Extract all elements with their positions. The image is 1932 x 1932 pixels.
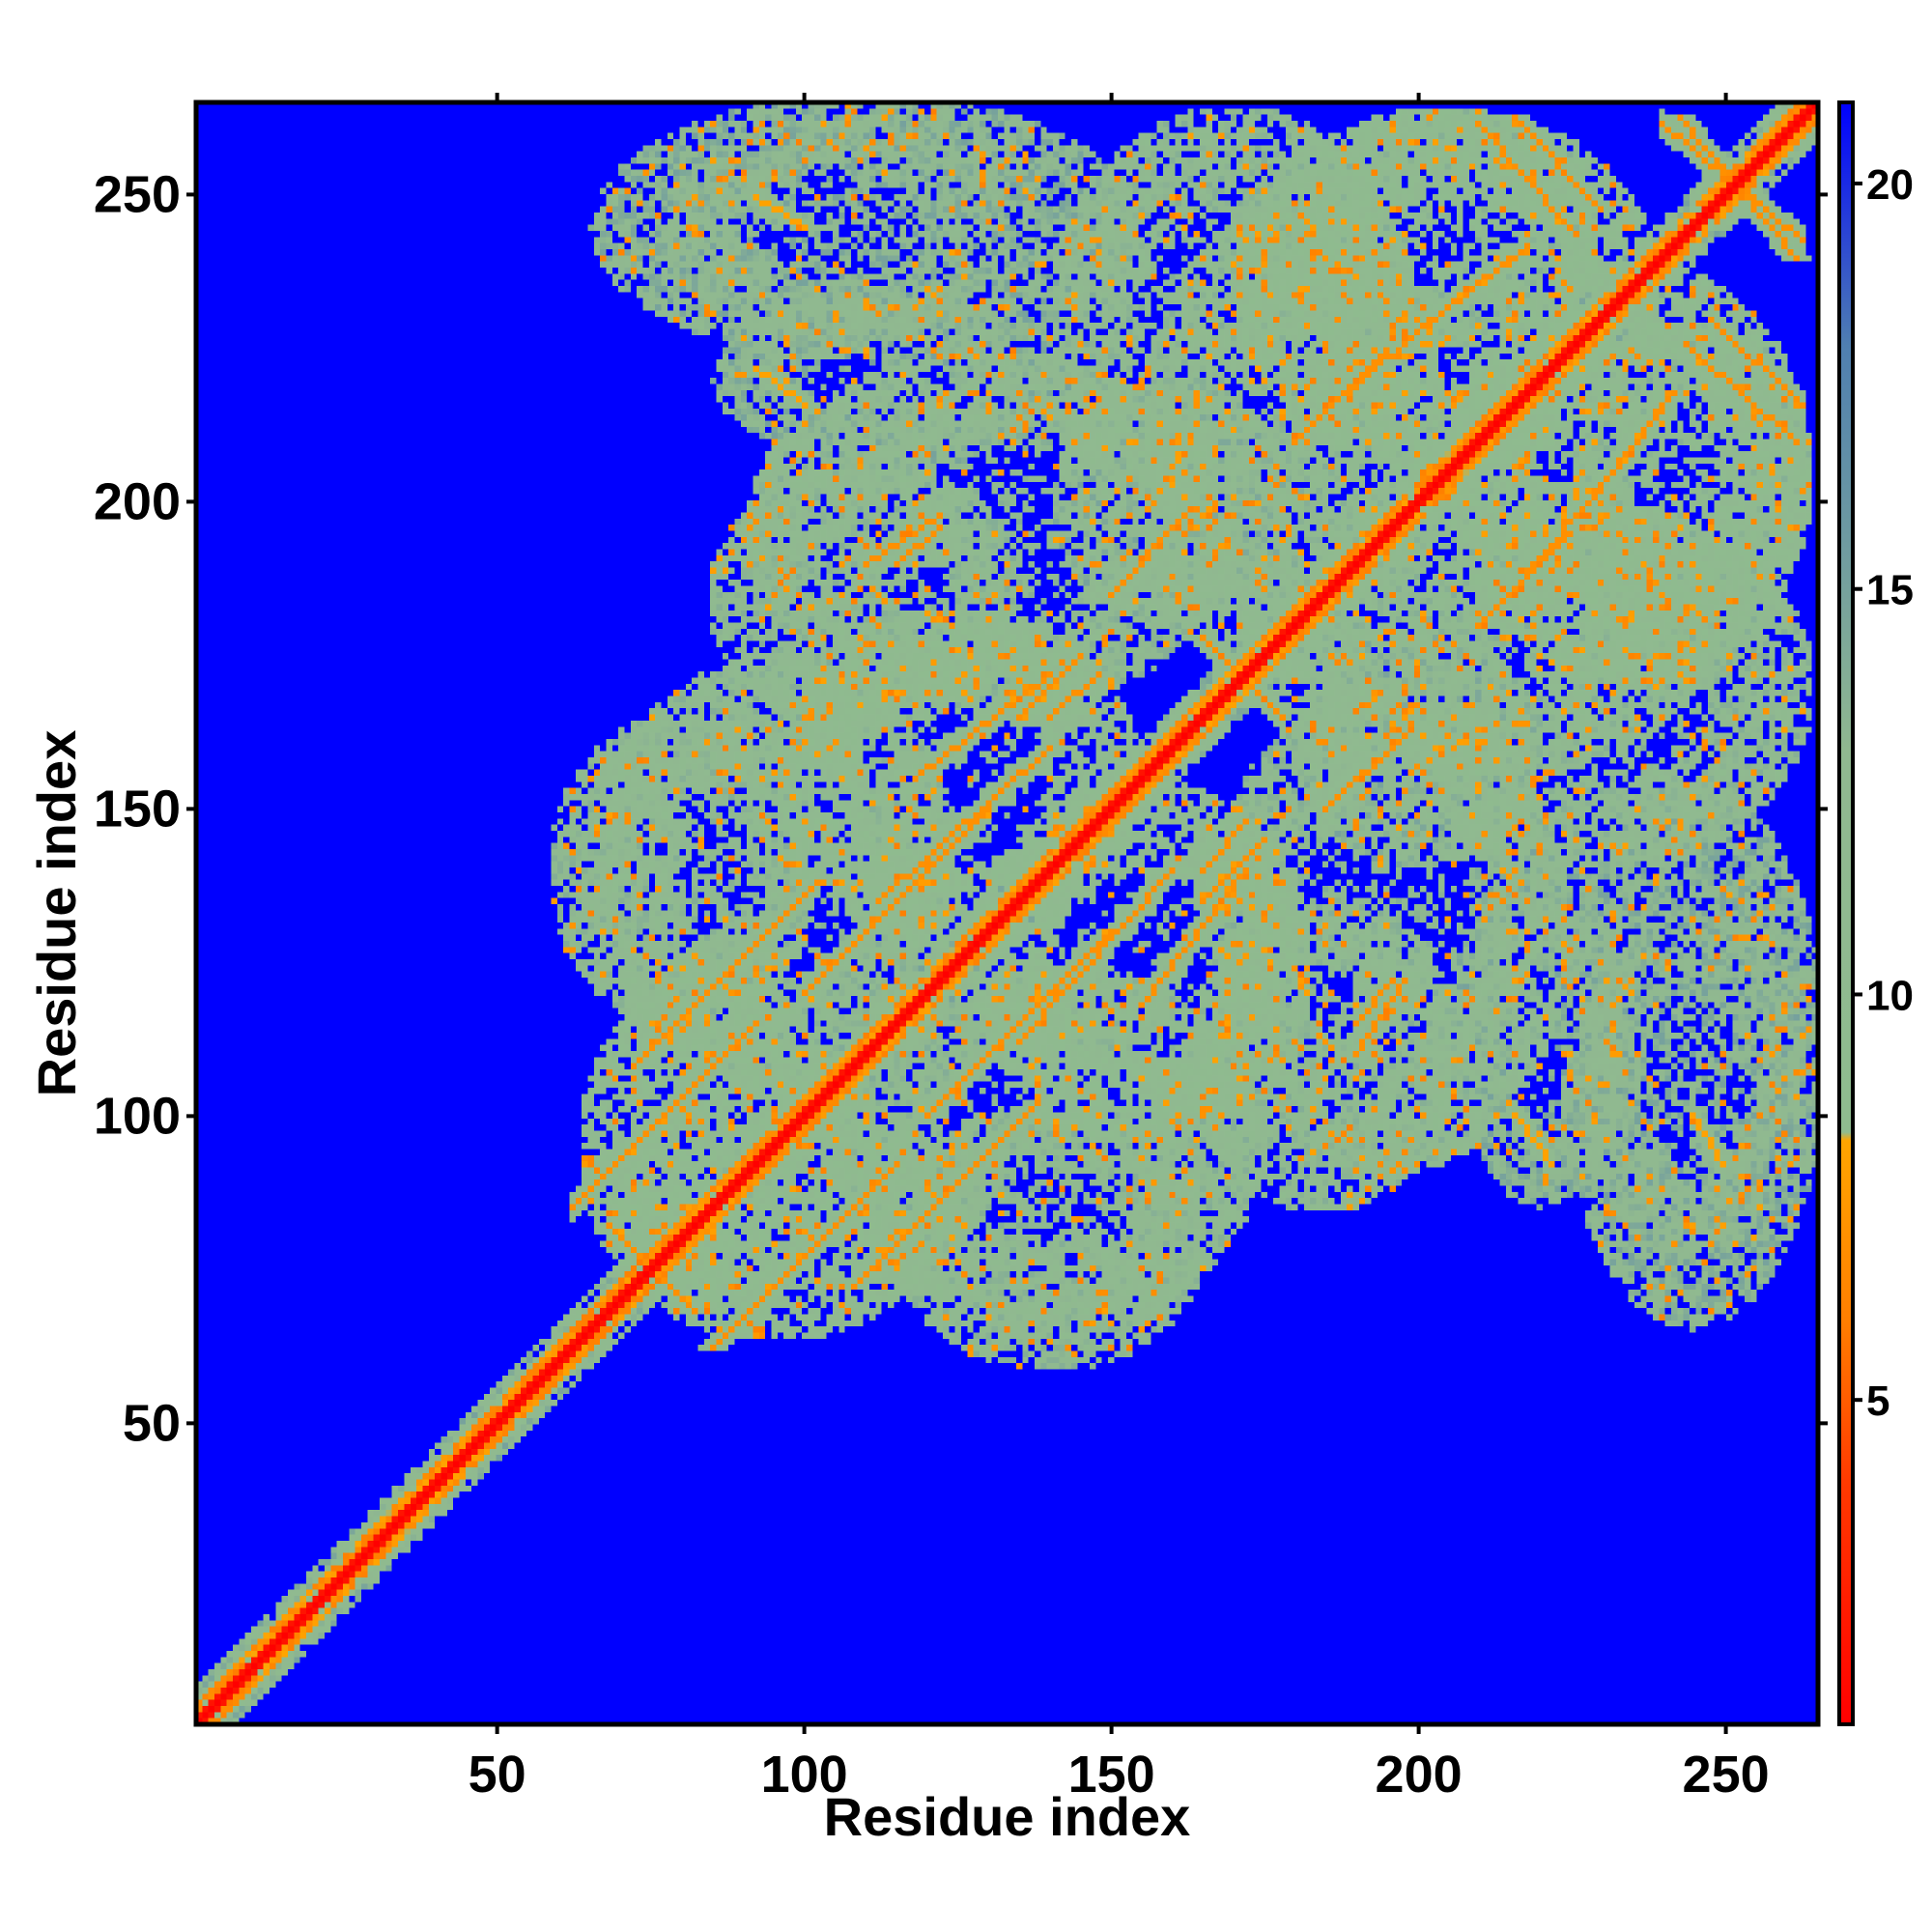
y-tick-label: 250 [94, 165, 181, 223]
x-tick-label: 250 [1683, 1746, 1770, 1804]
colorbar: 5 10 15 20 [1837, 100, 1914, 1726]
x-tick-label: 200 [1376, 1746, 1463, 1804]
colorbar-tick-label: 15 [1866, 567, 1914, 614]
y-axis: 50 100 150 200 250 [94, 165, 1828, 1452]
colorbar-tick-label: 5 [1866, 1378, 1889, 1425]
colorbar-gradient [1837, 100, 1855, 1726]
plot-frame [193, 99, 1821, 1727]
y-tick-label: 50 [123, 1394, 181, 1452]
heatmap-image [196, 102, 1818, 1724]
heatmap-cells [196, 102, 1818, 1724]
colorbar-tick-label: 20 [1866, 161, 1914, 209]
x-axis-title: Residue index [824, 1786, 1191, 1847]
x-tick-label: 150 [1068, 1746, 1155, 1804]
y-tick-label: 150 [94, 780, 181, 838]
y-tick-label: 200 [94, 472, 181, 530]
y-axis-title: Residue index [26, 730, 87, 1097]
x-tick-label: 50 [469, 1746, 526, 1804]
y-tick-label: 100 [94, 1087, 181, 1145]
colorbar-tick-label: 10 [1866, 972, 1914, 1019]
x-axis: 50 100 150 200 250 [469, 93, 1770, 1804]
x-tick-label: 100 [761, 1746, 848, 1804]
